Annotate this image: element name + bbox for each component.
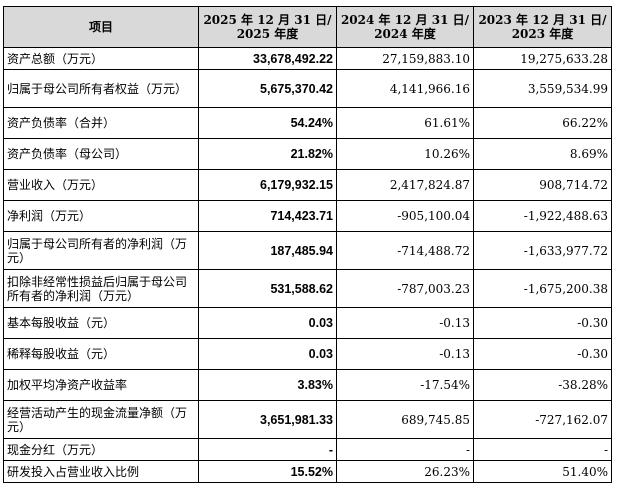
value-2024: -714,488.72 (336, 231, 474, 270)
row-label: 净利润（万元） (3, 200, 199, 232)
row-label: 稀释每股收益（元） (3, 338, 199, 370)
table-row: 加权平均净资产收益率 3.83% -17.54% -38.28% (3, 369, 612, 401)
value-2025: 15.52% (198, 460, 337, 483)
value-2024: -787,003.23 (336, 269, 474, 308)
value-2025: 187,485.94 (198, 231, 337, 270)
value-2024: -0.13 (336, 307, 474, 339)
value-2023: -727,162.07 (473, 400, 612, 439)
row-label: 资产总额（万元） (3, 47, 199, 70)
value-2025: 5,675,370.42 (198, 69, 337, 108)
row-label: 归属于母公司所有者的净利润（万元） (3, 231, 199, 270)
value-2025: 531,588.62 (198, 269, 337, 308)
value-2023: -38.28% (473, 369, 612, 401)
row-label: 现金分红（万元） (3, 438, 199, 461)
table-row: 归属于母公司所有者权益（万元） 5,675,370.42 4,141,966.1… (3, 69, 612, 108)
value-2025: 6,179,932.15 (198, 169, 337, 201)
value-2024: 2,417,824.87 (336, 169, 474, 201)
header-2023: 2023 年 12 月 31 日/ 2023 年度 (473, 6, 612, 48)
row-label: 归属于母公司所有者权益（万元） (3, 69, 199, 108)
value-2023: 3,559,534.99 (473, 69, 612, 108)
value-2023: -1,922,488.63 (473, 200, 612, 232)
table-row: 资产总额（万元） 33,678,492.22 27,159,883.10 19,… (3, 47, 612, 70)
table-row: 稀释每股收益（元） 0.03 -0.13 -0.30 (3, 338, 612, 370)
value-2024: -17.54% (336, 369, 474, 401)
value-2025: 714,423.71 (198, 200, 337, 232)
table-row: 资产负债率（合并） 54.24% 61.61% 66.22% (3, 107, 612, 139)
value-2023: -0.30 (473, 307, 612, 339)
value-2025: 0.03 (198, 307, 337, 339)
value-2023: 908,714.72 (473, 169, 612, 201)
value-2023: 19,275,633.28 (473, 47, 612, 70)
table-row: 营业收入（万元） 6,179,932.15 2,417,824.87 908,7… (3, 169, 612, 201)
row-label: 加权平均净资产收益率 (3, 369, 199, 401)
value-2023: -0.30 (473, 338, 612, 370)
value-2024: -905,100.04 (336, 200, 474, 232)
row-label: 资产负债率（合并） (3, 107, 199, 139)
table-row: 经营活动产生的现金流量净额（万元） 3,651,981.33 689,745.8… (3, 400, 612, 439)
row-label: 经营活动产生的现金流量净额（万元） (3, 400, 199, 439)
value-2023: 66.22% (473, 107, 612, 139)
value-2025: 3,651,981.33 (198, 400, 337, 439)
row-label: 营业收入（万元） (3, 169, 199, 201)
header-2024: 2024 年 12 月 31 日/ 2024 年度 (336, 6, 474, 48)
table-row: 扣除非经常性损益后归属于母公司所有者的净利润（万元） 531,588.62 -7… (3, 269, 612, 308)
value-2023: -1,675,200.38 (473, 269, 612, 308)
value-2024: 26.23% (336, 460, 474, 483)
table-row: 现金分红（万元） - - - (3, 438, 612, 461)
table-row: 资产负债率（母公司） 21.82% 10.26% 8.69% (3, 138, 612, 170)
value-2023: -1,633,977.72 (473, 231, 612, 270)
row-label: 资产负债率（母公司） (3, 138, 199, 170)
value-2025: 54.24% (198, 107, 337, 139)
value-2024: 27,159,883.10 (336, 47, 474, 70)
value-2025: 3.83% (198, 369, 337, 401)
row-label: 扣除非经常性损益后归属于母公司所有者的净利润（万元） (3, 269, 199, 308)
header-2025: 2025 年 12 月 31 日/ 2025 年度 (198, 6, 337, 48)
table-row: 净利润（万元） 714,423.71 -905,100.04 -1,922,48… (3, 200, 612, 232)
value-2025: 33,678,492.22 (198, 47, 337, 70)
table-header-row: 项目 2025 年 12 月 31 日/ 2025 年度 2024 年 12 月… (3, 6, 612, 48)
value-2023: 51.40% (473, 460, 612, 483)
value-2023: 8.69% (473, 138, 612, 170)
value-2024: 61.61% (336, 107, 474, 139)
financial-summary-table: 项目 2025 年 12 月 31 日/ 2025 年度 2024 年 12 月… (3, 6, 612, 483)
table-row: 归属于母公司所有者的净利润（万元） 187,485.94 -714,488.72… (3, 231, 612, 270)
row-label: 研发投入占营业收入比例 (3, 460, 199, 483)
value-2024: 10.26% (336, 138, 474, 170)
header-item: 项目 (3, 6, 199, 48)
value-2024: -0.13 (336, 338, 474, 370)
value-2024: 689,745.85 (336, 400, 474, 439)
value-2025: 21.82% (198, 138, 337, 170)
value-2025: - (198, 438, 337, 461)
table-row: 研发投入占营业收入比例 15.52% 26.23% 51.40% (3, 460, 612, 483)
value-2025: 0.03 (198, 338, 337, 370)
table-row: 基本每股收益（元） 0.03 -0.13 -0.30 (3, 307, 612, 339)
value-2024: - (336, 438, 474, 461)
value-2023: - (473, 438, 612, 461)
row-label: 基本每股收益（元） (3, 307, 199, 339)
value-2024: 4,141,966.16 (336, 69, 474, 108)
